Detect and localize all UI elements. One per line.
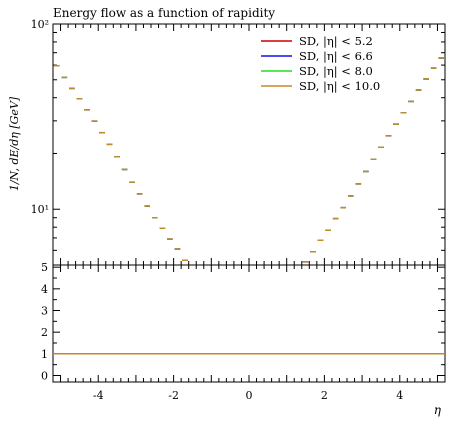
legend-entry: SD, |η| < 6.6 — [299, 49, 373, 64]
ratio-axis-ticks: -4 -2 0 2 4 0 1 2 3 4 5 — [41, 261, 446, 402]
y-axis-label: 1/N, dE/dη [GeV] — [8, 96, 21, 191]
ratio-y-tick-label: 5 — [41, 261, 48, 274]
x-tick-label: -4 — [93, 389, 104, 402]
x-tick-label: -2 — [168, 389, 179, 402]
chart-title: Energy flow as a function of rapidity — [53, 6, 275, 20]
main-axis-ticks: 10¹ 10² — [31, 18, 446, 266]
y-tick-label: 10² — [31, 18, 49, 31]
ratio-y-tick-label: 2 — [41, 326, 48, 339]
x-axis-label: η — [434, 403, 442, 417]
ratio-plot-frame — [52, 264, 446, 383]
legend-entry: SD, |η| < 5.2 — [299, 34, 373, 49]
x-tick-label: 4 — [396, 389, 403, 402]
x-tick-label: 0 — [246, 389, 253, 402]
ratio-y-tick-label: 1 — [41, 348, 48, 361]
ratio-y-tick-label: 3 — [41, 305, 48, 318]
ratio-y-tick-label: 0 — [41, 370, 48, 383]
ratio-y-tick-label: 4 — [41, 283, 48, 296]
y-tick-label: 10¹ — [31, 203, 49, 216]
legend-entry: SD, |η| < 8.0 — [299, 64, 373, 79]
x-tick-label: 2 — [321, 389, 328, 402]
main-series-marks — [54, 57, 444, 263]
legend: SD, |η| < 5.2SD, |η| < 6.6SD, |η| < 8.0S… — [261, 34, 380, 94]
legend-entry: SD, |η| < 10.0 — [299, 79, 380, 94]
